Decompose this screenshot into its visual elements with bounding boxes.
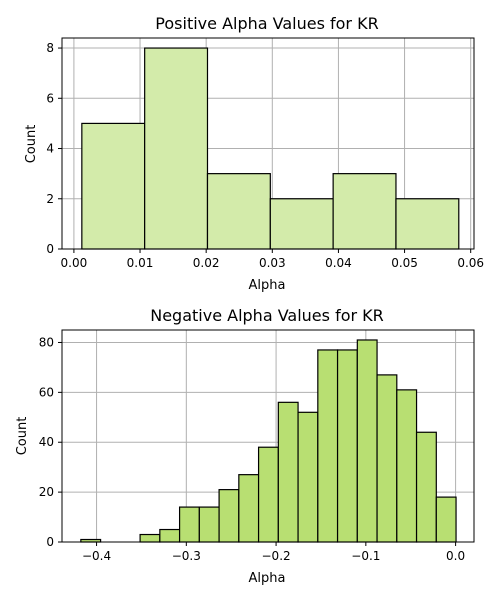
- y-tick-label: 40: [39, 435, 54, 449]
- histogram-bar: [396, 389, 418, 543]
- x-tick-label: 0.04: [325, 256, 352, 270]
- histogram-bar: [332, 173, 397, 250]
- x-tick-label: −0.3: [172, 549, 201, 563]
- x-tick-label: 0.05: [391, 256, 418, 270]
- histogram-bar: [144, 47, 209, 250]
- y-tick-label: 8: [46, 41, 54, 55]
- histogram-bar: [336, 349, 358, 543]
- x-tick-label: 0.01: [127, 256, 154, 270]
- x-tick-label: 0.00: [61, 256, 88, 270]
- x-tick-label: 0.06: [457, 256, 484, 270]
- x-tick-label: 0.03: [259, 256, 286, 270]
- histogram-bar: [139, 533, 161, 543]
- x-tick-label: −0.4: [82, 549, 111, 563]
- y-tick-label: 80: [39, 335, 54, 349]
- x-tick-label: 0.02: [193, 256, 220, 270]
- histogram-bar: [376, 374, 398, 543]
- y-axis-label: Count: [15, 417, 30, 456]
- chart-title: Positive Alpha Values for KR: [155, 14, 378, 33]
- positive-alpha-histogram: 0.00 0.01 0.02 0.03 0.04 0.05 0.06 0 2 4 6 8 Positi…: [24, 14, 484, 293]
- x-axis-label: Alpha: [249, 278, 286, 293]
- histogram-bar: [159, 528, 181, 543]
- histogram-bar: [415, 431, 437, 543]
- y-tick-label: 4: [46, 142, 54, 156]
- histogram-bar: [297, 411, 319, 543]
- histogram-bar: [218, 489, 240, 543]
- plot-frame: [61, 329, 475, 543]
- histogram-bar: [257, 446, 279, 543]
- histogram-bar: [269, 198, 334, 250]
- histogram-bar: [178, 506, 200, 543]
- y-tick-label: 60: [39, 385, 54, 399]
- histogram-bar: [238, 474, 260, 543]
- x-tick-label: 0.0: [446, 549, 465, 563]
- histogram-bar: [356, 339, 378, 543]
- negative-alpha-histogram: −0.4 −0.3 −0.2 −0.1 0.0 0 20 40 60 80 Negative Al…: [15, 306, 475, 586]
- y-tick-label: 6: [46, 91, 54, 105]
- histogram-bar: [317, 349, 339, 543]
- x-axis-label: Alpha: [249, 571, 286, 586]
- y-axis-label: Count: [24, 125, 39, 164]
- y-tick-label: 20: [39, 485, 54, 499]
- histogram-bar: [81, 122, 146, 250]
- x-tick-label: −0.1: [351, 549, 380, 563]
- x-tick-label: −0.2: [262, 549, 291, 563]
- histogram-bar: [277, 401, 299, 543]
- y-tick-label: 2: [46, 192, 54, 206]
- histogram-bar: [198, 506, 220, 543]
- chart-title: Negative Alpha Values for KR: [150, 306, 384, 325]
- histogram-bar: [435, 496, 457, 543]
- plot-frame: [61, 37, 475, 250]
- y-tick-label: 0: [46, 535, 54, 549]
- y-tick-label: 0: [46, 242, 54, 256]
- histogram-bar: [395, 198, 460, 250]
- histogram-bar: [206, 173, 271, 250]
